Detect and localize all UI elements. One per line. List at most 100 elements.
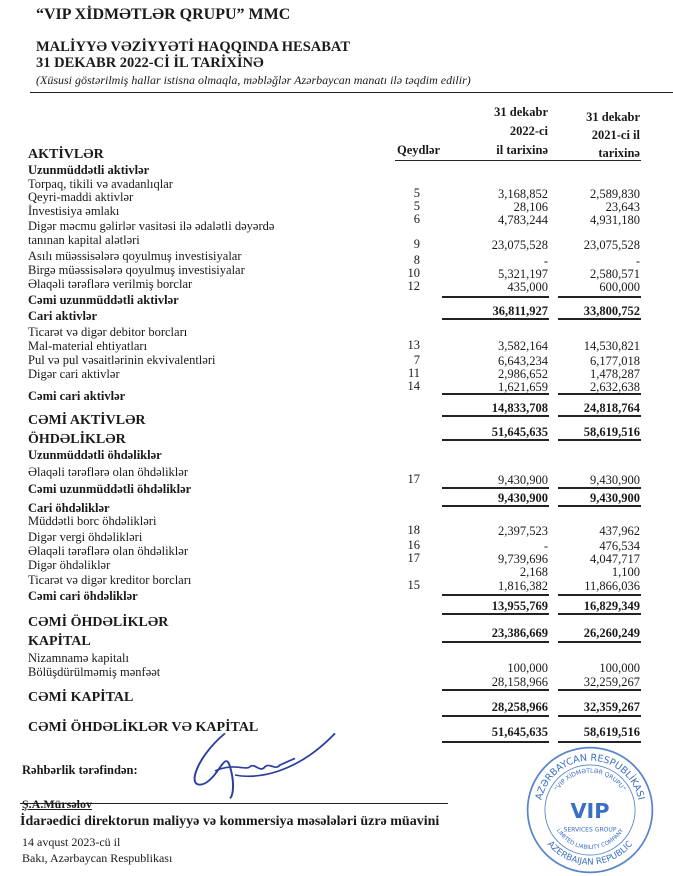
value-2021: 9,430,900: [590, 473, 640, 487]
value-2021: 33,800,752: [583, 304, 640, 318]
value-2021: 11,866,036: [584, 579, 640, 593]
value-2022: 100,000: [507, 661, 548, 675]
row-note: 18: [407, 523, 421, 537]
total-rule: [558, 439, 641, 441]
row-label: Cari öhdəliklər: [28, 501, 110, 515]
value-2022: 23,075,528: [491, 238, 548, 252]
value-2021: 4,931,180: [590, 213, 640, 227]
row-label: Mal-material ehtiyatları: [28, 339, 148, 353]
total-rule: [442, 439, 549, 441]
row-note: 8: [413, 253, 420, 267]
total-rule: [442, 505, 549, 507]
row-note: 7: [413, 353, 420, 367]
signer-position: İdarəedici direktorun maliyyə və kommers…: [20, 814, 440, 829]
row-label: tanınan kapital alətləri: [28, 233, 140, 247]
signature-line: [20, 803, 448, 804]
value-2021: 437,962: [599, 524, 640, 538]
row-label: CƏMİ ÖHDƏLİKLƏR VƏ KAPİTAL: [28, 720, 259, 735]
value-2022: 435,000: [507, 280, 548, 294]
value-2021: 2,589,830: [590, 187, 640, 201]
total-rule: [558, 505, 641, 507]
value-2022: 2,397,523: [498, 524, 548, 538]
row-label: Cəmi uzunmüddətli öhdəliklər: [28, 482, 192, 496]
total-rule: [442, 296, 549, 298]
row-label: Müddətli borc öhdəlikləri: [28, 514, 157, 528]
row-label: Uzunmüddətli öhdəliklər: [28, 448, 162, 462]
sign-date: 14 avqust 2023-cü il: [22, 835, 121, 849]
column-header-rule: [395, 160, 641, 161]
sign-place: Bakı, Azərbaycan Respublikası: [22, 851, 173, 865]
total-rule: [558, 689, 641, 691]
row-note: 13: [407, 338, 421, 352]
value-2022: 14,833,708: [491, 401, 548, 415]
col-2021-line2: 2021-ci il: [591, 128, 640, 142]
row-note: 5: [413, 199, 420, 213]
value-2022: 4,783,244: [498, 213, 548, 227]
row-label: Digər öhdəliklər: [28, 558, 111, 572]
value-2022: 28,106: [513, 200, 548, 214]
row-label: Digər məcmu gəlirlər vasitəsi ilə ədalət…: [28, 219, 275, 233]
company-stamp: AZƏRBAYCAN RESPUBLİKASI “VIP XİDMƏTLƏR Q…: [526, 746, 654, 874]
signer-name: Ş.A.Mürsəlov: [22, 797, 92, 811]
value-2022: 23,386,669: [491, 626, 548, 640]
value-2021: 16,829,349: [583, 599, 640, 613]
row-label: Ticarət və digər debitor borcları: [28, 325, 188, 339]
row-note: 12: [407, 279, 421, 293]
row-label: Digər cari aktivlər: [28, 367, 120, 381]
value-2021: 32,259,267: [583, 675, 640, 689]
value-2022: 51,645,635: [491, 425, 548, 439]
value-2021: 26,260,249: [583, 626, 640, 640]
total-rule: [442, 594, 549, 596]
report-title: MALİYYƏ VƏZİYYƏTİ HAQQINDA HESABAT: [36, 39, 350, 55]
stamp-top-text: AZƏRBAYCAN RESPUBLİKASI: [534, 753, 647, 802]
value-2021: 9,430,900: [590, 491, 640, 505]
total-rule: [558, 318, 641, 320]
value-2021: 4,047,717: [590, 552, 640, 566]
value-2022: 51,645,635: [491, 725, 548, 739]
row-label: Birgə müəssisələrə qoyulmuş investisiyal…: [28, 263, 245, 277]
value-2021: 32,359,267: [583, 700, 640, 714]
report-subtitle: (Xüsusi göstərilmiş hallar istisna olmaq…: [36, 73, 471, 87]
value-2021: 100,000: [599, 661, 640, 675]
row-label: Əlaqəli tərəflərə olan öhdəliklər: [28, 544, 188, 558]
report-date: 31 DEKABR 2022-Cİ İL TARİXİNƏ: [36, 55, 264, 71]
value-2022: 9,739,696: [498, 552, 548, 566]
value-2022: 9,430,900: [498, 473, 548, 487]
value-2022: 6,643,234: [498, 354, 548, 368]
row-note: 17: [407, 551, 421, 565]
value-2022: 13,955,769: [491, 599, 548, 613]
row-note: 6: [413, 212, 420, 226]
total-rule: [558, 715, 641, 717]
svg-text:“VIP XİDMƏTLƏR QRUPU”: “VIP XİDMƏTLƏR QRUPU”: [553, 768, 626, 793]
row-note: 16: [407, 538, 421, 552]
value-2022: 5,321,197: [498, 267, 548, 281]
row-note: 9: [413, 237, 420, 251]
value-2022: 9,430,900: [498, 491, 548, 505]
row-label: Cəmi cari öhdəliklər: [28, 589, 138, 603]
value-2022: 1,816,382: [498, 579, 548, 593]
row-label: Ticarət və digər kreditor borcları: [28, 573, 192, 587]
value-2021: 6,177,018: [590, 354, 640, 368]
row-label: İnvestisiya əmlakı: [28, 204, 120, 218]
row-label: Qeyri-maddi aktivlər: [28, 190, 134, 204]
row-note: 15: [407, 578, 421, 592]
col-notes: Qeydlər: [397, 143, 441, 157]
row-label: Cəmi uzunmüddətli aktivlər: [28, 293, 179, 307]
value-2021: 24,818,764: [583, 401, 640, 415]
value-2022: -: [543, 254, 548, 268]
total-rule: [442, 613, 549, 615]
value-2021: 476,534: [599, 539, 640, 553]
value-2021: 1,100: [611, 565, 640, 579]
value-2022: 28,258,966: [491, 700, 548, 714]
row-label: Nizamnamə kapitalı: [28, 651, 130, 665]
total-rule: [442, 318, 549, 320]
value-2021: 23,075,528: [583, 238, 640, 252]
row-label: AKTİVLƏR: [28, 147, 104, 162]
value-2022: 28,158,966: [491, 675, 548, 689]
value-2021: 14,530,821: [583, 339, 640, 353]
row-note: 11: [407, 366, 420, 380]
row-note: 17: [407, 472, 421, 486]
total-rule: [442, 487, 549, 489]
value-2022: 2,168: [519, 565, 548, 579]
total-rule: [558, 641, 641, 643]
